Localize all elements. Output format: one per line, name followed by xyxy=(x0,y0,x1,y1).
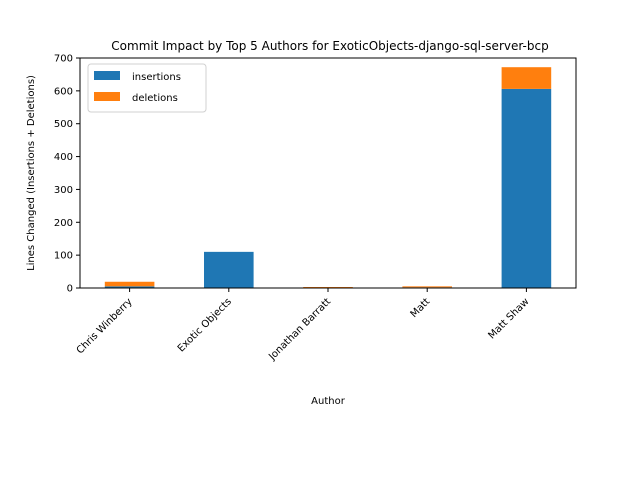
y-tick-label-2: 200 xyxy=(54,218,73,229)
y-tick-label-3: 300 xyxy=(54,185,73,196)
bar-insertions-1 xyxy=(204,252,254,288)
bar-deletions-4 xyxy=(502,67,552,89)
bar-deletions-3 xyxy=(402,286,452,287)
legend-label-insertions: insertions xyxy=(132,72,181,83)
bar-deletions-0 xyxy=(105,282,155,287)
y-tick-label-0: 0 xyxy=(67,284,73,295)
chart-title: Commit Impact by Top 5 Authors for Exoti… xyxy=(111,39,548,53)
y-tick-label-7: 700 xyxy=(54,54,73,65)
y-tick-label-6: 600 xyxy=(54,86,73,97)
legend-swatch-insertions xyxy=(94,71,120,80)
y-axis-label: Lines Changed (Insertions + Deletions) xyxy=(26,75,37,271)
legend-swatch-deletions xyxy=(94,92,120,101)
y-tick-label-5: 500 xyxy=(54,119,73,130)
legend-label-deletions: deletions xyxy=(132,93,178,104)
y-tick-label-1: 100 xyxy=(54,251,73,262)
x-axis-label: Author xyxy=(311,396,346,407)
bar-insertions-4 xyxy=(502,89,552,288)
y-tick-label-4: 400 xyxy=(54,152,73,163)
legend: insertions deletions xyxy=(88,64,206,112)
